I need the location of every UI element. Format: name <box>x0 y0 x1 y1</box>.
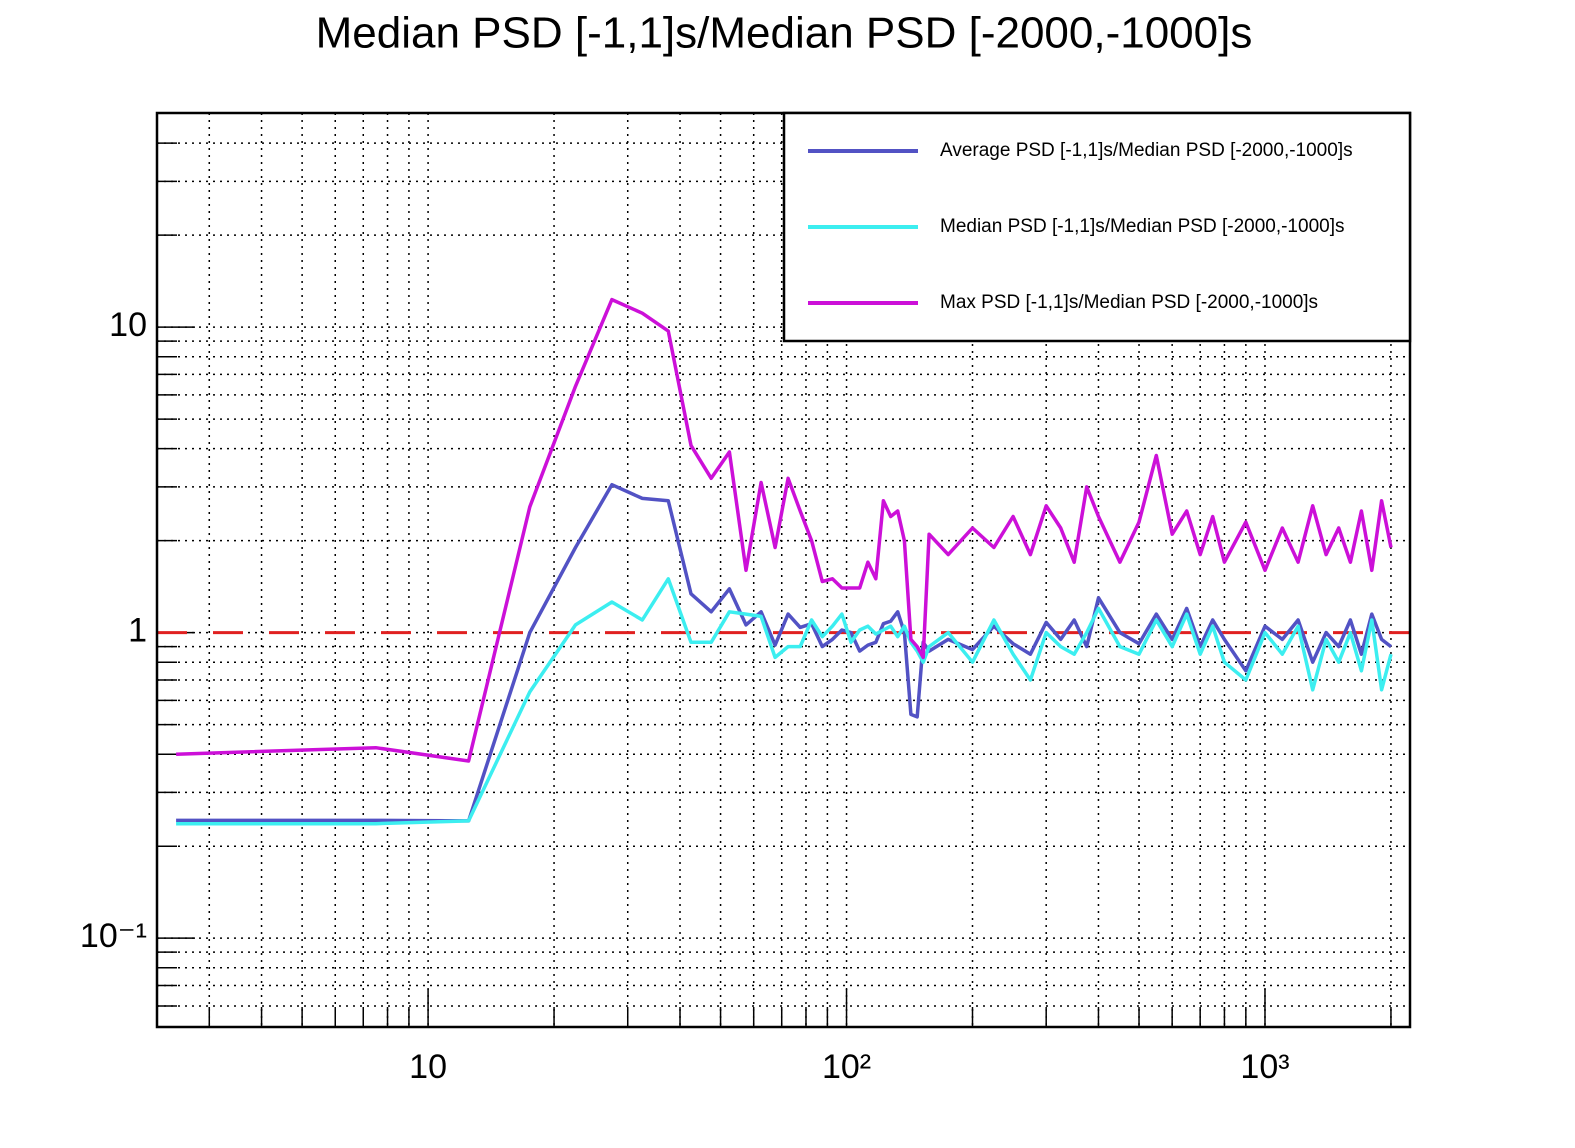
x-tick-label: 10 <box>409 1048 447 1086</box>
legend-label: Average PSD [-1,1]s/Median PSD [-2000,-1… <box>940 140 1353 161</box>
series-line <box>176 297 1393 763</box>
x-tick-label: 10³ <box>1240 1048 1289 1086</box>
x-tick-label: 10² <box>822 1048 871 1086</box>
legend-label: Max PSD [-1,1]s/Median PSD [-2000,-1000]… <box>940 292 1318 313</box>
chart-title: Median PSD [-1,1]s/Median PSD [-2000,-10… <box>316 9 1253 58</box>
legend-label: Median PSD [-1,1]s/Median PSD [-2000,-10… <box>940 216 1344 237</box>
series-line <box>176 577 1393 826</box>
series-line <box>176 482 1393 823</box>
y-tick-label: 1 <box>128 612 147 650</box>
y-tick-label: 10⁻¹ <box>80 917 147 955</box>
y-tick-label: 10 <box>109 306 147 344</box>
